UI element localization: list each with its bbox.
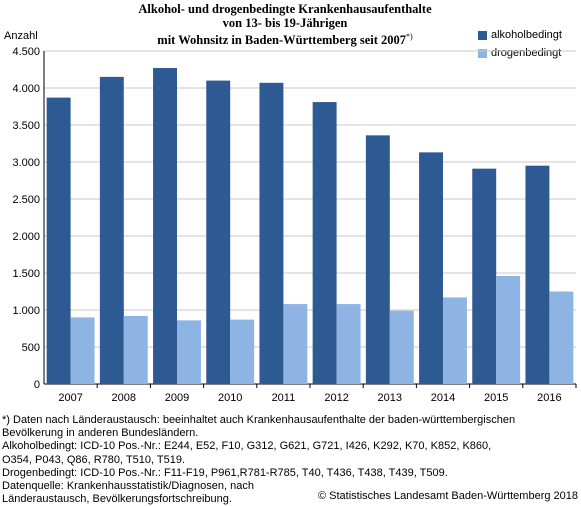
y-tick-label: 500	[22, 342, 40, 354]
chart-title: Alkohol- und drogenbedingte Krankenhausa…	[120, 2, 450, 47]
bar-alkoholbedingt-2011	[259, 82, 284, 384]
footnote-line: Drogenbedingt: ICD-10 Pos.-Nr.: F11-F19,…	[2, 466, 448, 479]
x-tick-label: 2011	[272, 392, 296, 404]
bar-drogenbedingt-2012	[336, 304, 361, 384]
footnote-line: Alkoholbedingt: ICD-10 Pos.-Nr.: E244, E…	[2, 440, 492, 453]
y-tick-label: 4.000	[12, 83, 40, 95]
x-tick-label: 2012	[324, 392, 348, 404]
chart-title-line-2: von 13- bis 19-Jährigen	[222, 16, 348, 30]
title-footnote-marker: *)	[406, 32, 413, 41]
footnote-line: *) Daten nach Länderaustausch: beeinhalt…	[2, 414, 516, 426]
bar-drogenbedingt-2011	[283, 304, 308, 384]
y-tick-label: 1.500	[12, 268, 40, 280]
y-tick-label: 3.500	[12, 120, 40, 132]
bar-alkoholbedingt-2009	[153, 68, 177, 385]
legend-item-drogenbedingt: drogenbedingt	[478, 44, 562, 62]
bar-drogenbedingt-2013	[389, 310, 414, 384]
y-axis-label: Anzahl	[4, 30, 38, 42]
bar-drogenbedingt-2015	[496, 275, 521, 384]
x-tick-label: 2014	[431, 392, 455, 404]
footnote-line: O354, P043, Q86, R780, T510, T519.	[2, 453, 186, 466]
legend-swatch-drogenbedingt	[478, 48, 487, 58]
bar-drogenbedingt-2008	[123, 315, 148, 384]
bar-alkoholbedingt-2016	[525, 165, 550, 384]
x-tick-label: 2016	[537, 392, 561, 404]
x-tick-label: 2009	[165, 392, 189, 404]
footnote-line: Datenquelle: Krankenhausstatistik/Diagno…	[2, 480, 254, 493]
bar-drogenbedingt-2009	[177, 320, 201, 384]
bar-drogenbedingt-2014	[443, 297, 467, 384]
bar-drogenbedingt-2010	[230, 319, 255, 384]
bar-drogenbedingt-2007	[70, 317, 95, 384]
bar-alkoholbedingt-2012	[312, 102, 337, 384]
legend-label-drogenbedingt: drogenbedingt	[491, 47, 562, 59]
x-tick-label: 2010	[218, 392, 242, 404]
legend: alkoholbedingt drogenbedingt	[478, 26, 562, 62]
legend-swatch-alkoholbedingt	[478, 30, 487, 40]
bar-alkoholbedingt-2008	[99, 76, 124, 385]
footnotes: *) Daten nach Länderaustausch: beeinhalt…	[2, 414, 580, 506]
x-tick-label: 2008	[112, 392, 136, 404]
bar-alkoholbedingt-2007	[46, 97, 71, 385]
y-tick-label: 4.500	[12, 46, 40, 58]
x-tick-label: 2007	[58, 392, 82, 404]
y-tick-label: 2.000	[12, 231, 40, 243]
y-tick-label: 3.000	[12, 157, 40, 169]
bar-alkoholbedingt-2013	[365, 135, 390, 384]
bar-drogenbedingt-2016	[549, 291, 574, 384]
footnote-line: Länderaustausch, Bevölkerungsfortschreib…	[2, 493, 232, 506]
bar-alkoholbedingt-2014	[419, 152, 443, 384]
bar-chart: 0 500 1.000 1.500 2.000 2.500 3.000 3.500 4.000 4…	[12, 46, 577, 404]
legend-label-alkoholbedingt: alkoholbedingt	[491, 29, 562, 41]
y-tick-label: 0	[34, 379, 40, 391]
copyright: © Statistisches Landesamt Baden-Württemb…	[317, 490, 578, 502]
x-tick-label: 2015	[484, 392, 508, 404]
chart-title-line-3: mit Wohnsitz in Baden-Württemberg seit 2…	[157, 32, 413, 48]
y-tick-label: 2.500	[12, 194, 40, 206]
legend-item-alkoholbedingt: alkoholbedingt	[478, 26, 562, 44]
footnote-line: Bevölkerung in anderen Bundesländern.	[2, 427, 199, 440]
chart-title-line-1: Alkohol- und drogenbedingte Krankenhausa…	[138, 2, 432, 16]
bar-alkoholbedingt-2010	[206, 80, 231, 384]
x-tick-label: 2013	[378, 392, 402, 404]
bar-alkoholbedingt-2015	[472, 168, 497, 384]
y-tick-label: 1.000	[12, 305, 40, 317]
